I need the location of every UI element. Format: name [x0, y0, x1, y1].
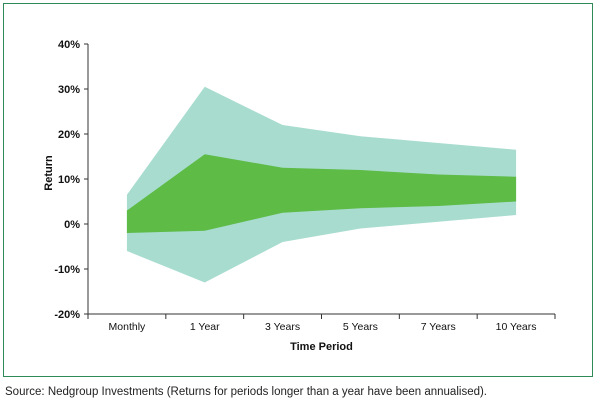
x-tick-label: 1 Year	[190, 321, 220, 333]
inner-band-area	[126, 154, 517, 233]
x-tick-label: 3 Years	[265, 321, 300, 333]
x-axis-title: Time Period	[290, 341, 353, 353]
chart: -20% -10% 0% 10% 20% 30% 40% Monthly 1 Year 3 Yea…	[43, 39, 556, 353]
y-tick-label: 40%	[58, 39, 80, 51]
y-tick-label: -10%	[54, 264, 80, 276]
x-tick-label: 10 Years	[496, 321, 537, 333]
y-tick-label: 30%	[58, 84, 80, 96]
y-tick-label: 0%	[64, 219, 80, 231]
y-tick-label: -20%	[54, 309, 80, 321]
source-note: Source: Nedgroup Investments (Returns fo…	[5, 386, 488, 398]
y-tick-label: 20%	[58, 129, 80, 141]
y-tick-label: 10%	[58, 174, 80, 186]
chart-frame	[3, 3, 593, 377]
y-axis-title: Return	[43, 155, 55, 191]
x-tick-label: 7 Years	[421, 321, 456, 333]
x-tick-label: Monthly	[109, 321, 147, 333]
x-tick-label: 5 Years	[343, 321, 378, 333]
